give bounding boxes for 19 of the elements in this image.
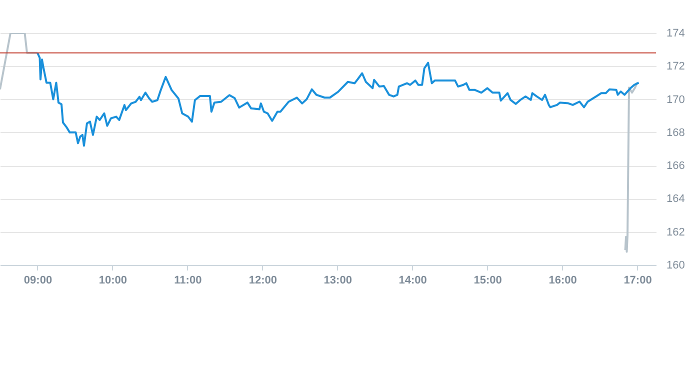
y-tick-label: 162	[666, 226, 685, 238]
line-series	[624, 82, 638, 253]
y-tick-label: 170	[666, 94, 685, 106]
y-tick-label: 174	[666, 28, 685, 40]
y-tick-label: 164	[666, 193, 685, 206]
y-tick-label: 168	[666, 126, 685, 139]
x-tick-label: 12:00	[248, 274, 277, 286]
x-tick-label: 15:00	[474, 274, 502, 286]
x-tick-label: 16:00	[548, 274, 577, 286]
x-tick-label: 14:00	[398, 274, 427, 286]
line-series	[36, 52, 640, 147]
y-tick-label: 166	[666, 160, 685, 172]
y-tick-label: 160	[666, 260, 685, 272]
x-tick-label: 09:00	[24, 274, 52, 286]
x-tick-label: 17:00	[624, 274, 652, 286]
y-tick-label: 172	[666, 60, 685, 73]
x-tick-label: 11:00	[174, 274, 202, 286]
x-tick-label: 13:00	[324, 274, 352, 286]
x-tick-label: 10:00	[98, 274, 128, 286]
